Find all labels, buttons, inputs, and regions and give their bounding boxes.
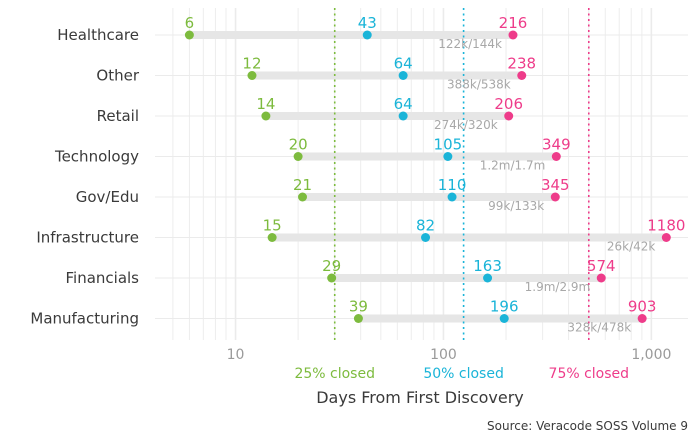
point-p50 [362,30,372,40]
value-label-p25: 12 [242,55,261,73]
point-p25 [261,111,271,121]
bar-layer [189,31,667,323]
category-label: Manufacturing [30,310,139,328]
point-p50 [483,273,493,283]
value-label-p75: 574 [587,257,616,275]
reference-lines [333,8,590,340]
point-p75 [637,314,647,323]
point-p75 [550,192,560,202]
ratio-label: 388k/538k [447,78,511,92]
ratio-label: 1.9m/2.9m [525,280,591,294]
point-p75 [504,111,514,121]
point-p75 [551,152,561,161]
value-label-p50: 64 [394,55,413,73]
value-label-p25: 29 [322,257,341,275]
point-p50 [443,152,453,161]
x-tick-label: 1,000 [631,347,671,363]
ratio-label: 1.2m/1.7m [480,159,546,173]
points-layer [184,30,671,323]
reference-label-p50: 50% closed [423,366,504,382]
value-label-p25: 6 [185,14,195,32]
ratio-label: 122k/144k [438,37,502,51]
x-axis-label: Days From First Discovery [316,388,524,407]
point-p25 [184,30,194,40]
value-label-p75: 1180 [647,217,685,235]
point-p25 [247,71,257,80]
value-label-p50: 196 [490,298,519,316]
value-label-p50: 64 [394,95,413,113]
category-label: Infrastructure [36,229,139,247]
reference-label-p25: 25% closed [294,366,375,382]
point-p25 [353,314,363,323]
value-label-p25: 21 [293,176,312,194]
value-label-p75: 206 [494,95,523,113]
point-p50 [398,71,408,80]
point-p75 [596,273,606,283]
point-p50 [447,192,457,202]
grid-layer [155,8,688,340]
value-label-p75: 903 [628,298,657,316]
source-note: Source: Veracode SOSS Volume 9 [487,419,688,433]
value-label-p50: 105 [434,136,463,154]
value-label-p25: 20 [289,136,308,154]
point-p75 [517,71,527,80]
value-label-p75: 349 [542,136,571,154]
value-label-p50: 110 [438,176,467,194]
category-label: Other [96,67,139,85]
point-p50 [421,233,431,242]
category-label: Healthcare [57,26,139,44]
point-p75 [661,233,671,242]
point-p25 [298,192,308,202]
ratio-label: 274k/320k [434,118,498,132]
ratio-label: 26k/42k [607,240,656,254]
point-p50 [499,314,509,323]
value-label-p25: 39 [349,298,368,316]
x-tick-label: 100 [430,347,457,363]
value-label-p50: 163 [473,257,502,275]
value-label-p50: 43 [358,14,377,32]
category-label: Technology [54,148,139,166]
point-p25 [267,233,277,242]
x-tick-label: 10 [227,347,245,363]
value-label-p25: 15 [263,217,282,235]
value-label-p75: 238 [507,55,536,73]
value-label-p50: 82 [416,217,435,235]
ratio-label: 99k/133k [488,199,544,213]
point-p25 [327,273,337,283]
point-p25 [293,152,303,161]
point-p75 [508,30,518,40]
value-label-p75: 345 [541,176,570,194]
reference-label-p75: 75% closed [549,366,630,382]
value-label-p25: 14 [256,95,275,113]
category-label: Retail [97,107,139,125]
category-label: Financials [66,269,140,287]
category-label: Gov/Edu [76,188,139,206]
value-label-p75: 216 [499,14,528,32]
ratio-label: 328k/478k [567,321,631,335]
point-p50 [398,111,408,121]
labels-layer: 10 100 1,000 25% closed 50% closed 75% closed… [30,14,685,382]
